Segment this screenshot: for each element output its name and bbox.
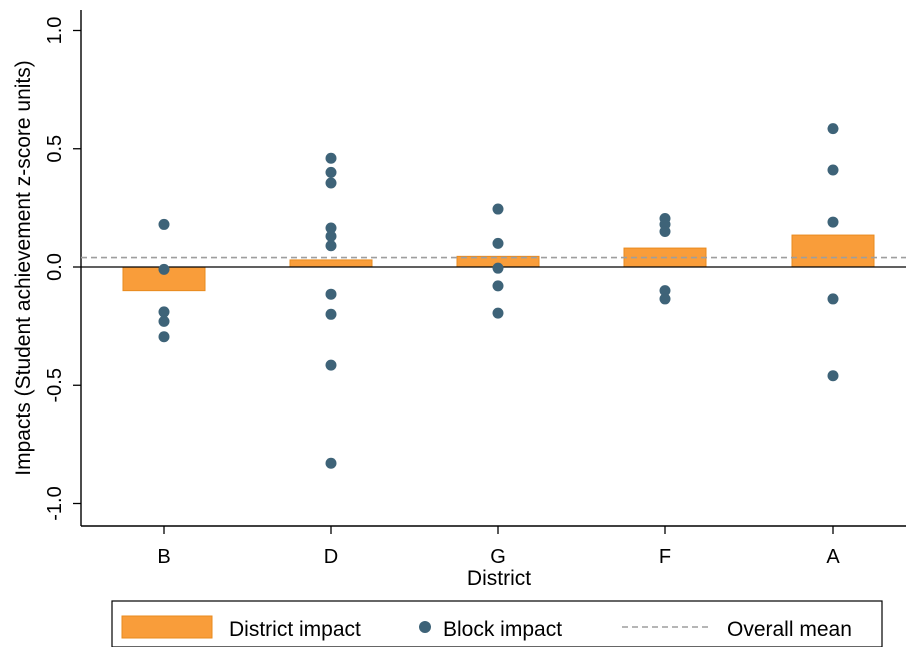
district-bar	[791, 234, 875, 268]
block-point	[492, 262, 504, 274]
block-point	[158, 315, 170, 327]
x-tick-label: F	[659, 546, 671, 568]
block-point	[325, 240, 337, 252]
block-points	[158, 123, 839, 469]
block-point	[325, 457, 337, 469]
block-point	[827, 216, 839, 228]
legend-block-label: Block impact	[443, 618, 562, 641]
y-tick-label: -0.5	[44, 368, 66, 402]
block-point	[158, 306, 170, 318]
block-point	[158, 331, 170, 343]
x-axis-title: District	[467, 567, 531, 590]
legend: District impact Block impact Overall mea…	[111, 600, 883, 647]
block-point	[827, 123, 839, 135]
block-point	[492, 203, 504, 215]
block-point	[659, 226, 671, 238]
y-ticks: -1.0 -0.5 0.0 0.5 1.0	[44, 17, 81, 521]
block-point	[325, 288, 337, 300]
plot-area: -1.0 -0.5 0.0 0.5 1.0 B D G F A	[44, 10, 906, 568]
bars	[122, 234, 875, 292]
y-tick-label: 0.5	[44, 135, 66, 163]
block-point	[827, 370, 839, 382]
block-point	[492, 280, 504, 292]
y-axis-title: Impacts (Student achievement z-score uni…	[12, 60, 35, 476]
legend-box	[111, 600, 883, 647]
block-point	[325, 177, 337, 189]
legend-block-marker	[419, 621, 431, 633]
block-point	[325, 359, 337, 371]
block-point	[827, 164, 839, 176]
block-point	[325, 166, 337, 178]
x-tick-label: B	[157, 546, 170, 568]
x-tick-label: G	[490, 546, 506, 568]
block-point	[158, 263, 170, 275]
y-tick-label: -1.0	[44, 486, 66, 520]
legend-district-swatch	[121, 615, 213, 639]
legend-district-label: District impact	[229, 618, 361, 641]
y-tick-label: 1.0	[44, 17, 66, 45]
block-point	[158, 218, 170, 230]
legend-mean-label: Overall mean	[727, 618, 852, 641]
block-point	[325, 222, 337, 234]
block-point	[827, 293, 839, 305]
block-point	[492, 307, 504, 319]
block-point	[325, 152, 337, 164]
block-point	[659, 293, 671, 305]
block-point	[325, 230, 337, 242]
block-point	[492, 237, 504, 249]
x-tick-label: D	[324, 546, 338, 568]
district-bar	[289, 259, 373, 268]
block-point	[325, 308, 337, 320]
x-tick-label: A	[826, 546, 840, 568]
y-tick-label: 0.0	[44, 253, 66, 281]
block-point	[659, 285, 671, 297]
